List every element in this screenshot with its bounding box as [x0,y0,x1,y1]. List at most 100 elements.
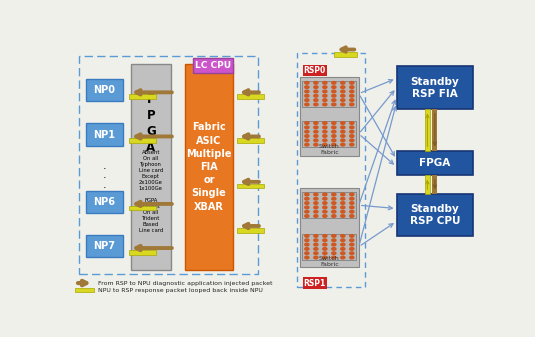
Circle shape [341,256,345,259]
Circle shape [314,122,318,124]
FancyBboxPatch shape [129,138,156,143]
Circle shape [350,197,354,200]
Text: NP6: NP6 [93,197,115,207]
Circle shape [323,130,327,133]
Text: NP7: NP7 [93,241,115,251]
Circle shape [350,122,354,124]
Circle shape [314,86,318,88]
Circle shape [314,193,318,196]
FancyBboxPatch shape [425,109,430,151]
FancyBboxPatch shape [432,109,437,151]
Circle shape [332,82,336,84]
Circle shape [323,256,327,259]
Circle shape [332,126,336,129]
Circle shape [305,210,309,213]
Text: FPGA: FPGA [419,158,450,168]
Circle shape [350,103,354,106]
Text: From RSP to NPU diagnostic application injected packet: From RSP to NPU diagnostic application i… [98,281,272,285]
Circle shape [332,122,336,124]
Circle shape [341,210,345,213]
FancyBboxPatch shape [237,228,264,233]
Circle shape [341,243,345,246]
Circle shape [350,256,354,259]
Circle shape [341,252,345,254]
Circle shape [323,252,327,254]
Circle shape [305,135,309,137]
FancyBboxPatch shape [129,250,156,254]
Circle shape [323,139,327,142]
FancyBboxPatch shape [86,123,123,146]
Circle shape [323,103,327,106]
Text: LC CPU: LC CPU [195,61,231,70]
Circle shape [350,126,354,129]
Circle shape [332,103,336,106]
Circle shape [323,143,327,146]
Circle shape [314,90,318,93]
Circle shape [341,248,345,250]
Circle shape [341,206,345,209]
FancyBboxPatch shape [396,193,473,236]
FancyBboxPatch shape [86,80,123,101]
Circle shape [350,193,354,196]
Text: .
.
.: . . . [102,161,106,190]
Text: NP1: NP1 [93,129,115,140]
Circle shape [314,202,318,204]
Circle shape [323,122,327,124]
Circle shape [350,135,354,137]
Circle shape [323,197,327,200]
Circle shape [323,239,327,242]
Circle shape [341,82,345,84]
Circle shape [332,143,336,146]
Circle shape [314,215,318,217]
Circle shape [305,143,309,146]
Circle shape [350,239,354,242]
Circle shape [314,197,318,200]
FancyBboxPatch shape [396,66,473,109]
Circle shape [341,94,345,97]
Circle shape [305,202,309,204]
FancyBboxPatch shape [300,77,359,156]
FancyBboxPatch shape [302,81,356,106]
Circle shape [350,90,354,93]
Circle shape [332,86,336,88]
Circle shape [305,122,309,124]
FancyBboxPatch shape [396,151,473,175]
Circle shape [305,99,309,101]
FancyBboxPatch shape [302,192,356,218]
FancyBboxPatch shape [185,64,233,270]
Circle shape [314,126,318,129]
Circle shape [350,210,354,213]
Circle shape [350,82,354,84]
Circle shape [323,215,327,217]
Circle shape [332,243,336,246]
Circle shape [332,206,336,209]
Circle shape [332,90,336,93]
Text: NP0: NP0 [93,85,115,95]
Circle shape [350,206,354,209]
Circle shape [332,239,336,242]
Circle shape [323,235,327,237]
Circle shape [350,86,354,88]
Circle shape [314,256,318,259]
Circle shape [332,235,336,237]
Circle shape [305,193,309,196]
FancyBboxPatch shape [75,288,94,293]
Circle shape [332,256,336,259]
Circle shape [341,215,345,217]
Circle shape [323,126,327,129]
Circle shape [314,82,318,84]
Circle shape [305,239,309,242]
Circle shape [332,139,336,142]
Circle shape [332,193,336,196]
Circle shape [332,94,336,97]
Circle shape [305,126,309,129]
Text: F
P
G
A: F P G A [146,93,156,154]
Circle shape [305,130,309,133]
Text: Standby
RSP FIA: Standby RSP FIA [410,77,459,99]
Circle shape [314,239,318,242]
Circle shape [332,252,336,254]
FancyBboxPatch shape [129,94,156,99]
Circle shape [305,243,309,246]
Text: NPU to RSP response packet looped back inside NPU: NPU to RSP response packet looped back i… [98,287,263,293]
FancyBboxPatch shape [86,235,123,257]
